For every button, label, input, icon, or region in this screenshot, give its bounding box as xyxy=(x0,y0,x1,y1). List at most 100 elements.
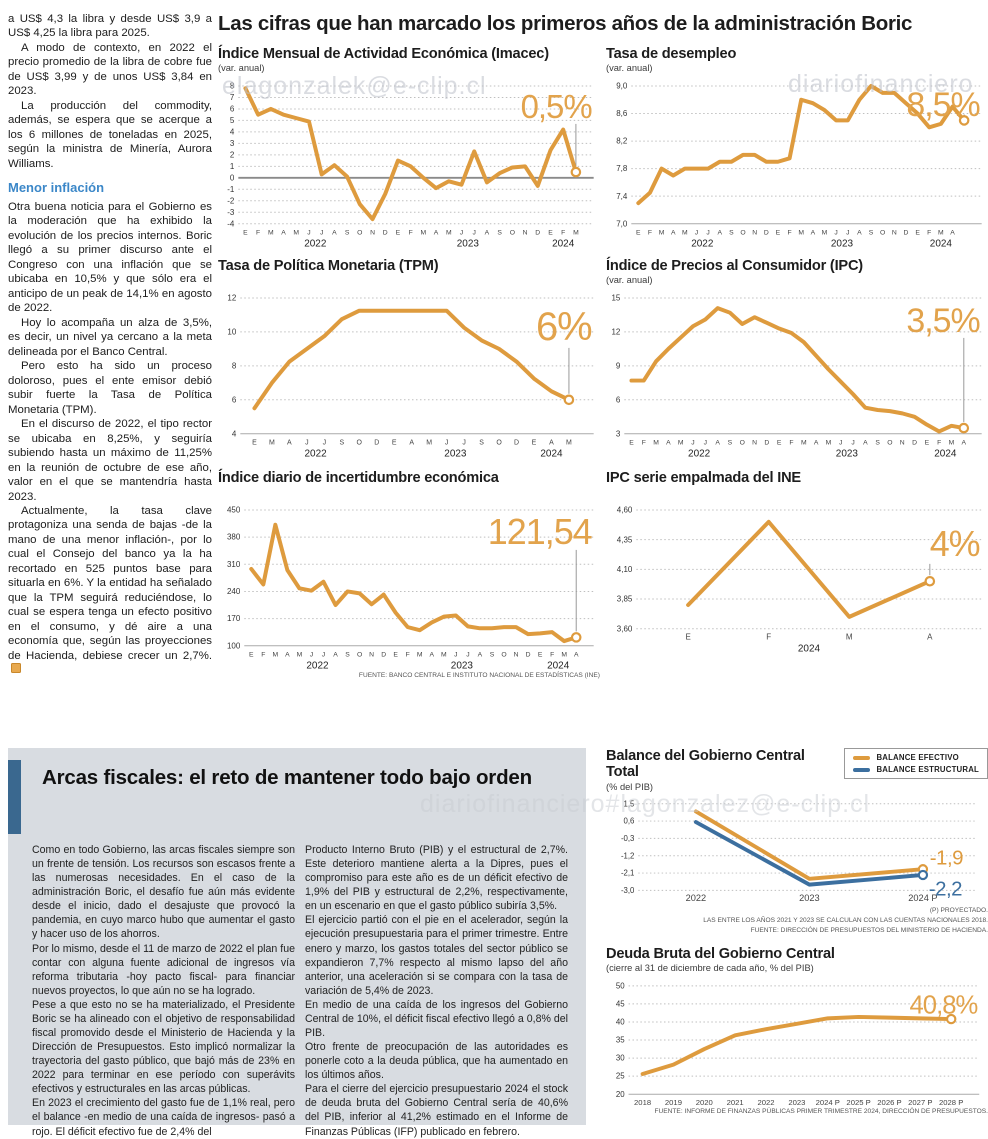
svg-text:M: M xyxy=(441,652,447,659)
fiscal-text-column-1: Como en todo Gobierno, las arcas fiscale… xyxy=(32,843,295,1139)
svg-text:A: A xyxy=(718,230,723,237)
svg-text:M: M xyxy=(938,230,944,237)
chart-title: Tasa de desempleo xyxy=(606,46,737,62)
svg-text:170: 170 xyxy=(227,615,241,624)
svg-text:J: J xyxy=(695,230,698,237)
chart-balance: BALANCE EFECTIVO BALANCE ESTRUCTURAL Bal… xyxy=(606,748,988,936)
svg-text:2018: 2018 xyxy=(634,1098,651,1107)
svg-text:2023: 2023 xyxy=(799,893,820,903)
svg-text:A: A xyxy=(671,230,676,237)
legend-label: BALANCE EFECTIVO xyxy=(876,753,959,762)
svg-text:2023: 2023 xyxy=(451,661,474,672)
chart-title: Índice diario de incertidumbre económica xyxy=(218,470,499,486)
svg-text:-2,2: -2,2 xyxy=(929,878,962,901)
svg-text:F: F xyxy=(409,230,413,237)
svg-text:D: D xyxy=(526,652,531,659)
svg-text:J: J xyxy=(305,440,308,447)
svg-text:J: J xyxy=(704,440,707,447)
svg-text:3,5%: 3,5% xyxy=(906,302,979,340)
svg-text:12: 12 xyxy=(611,328,620,337)
svg-text:-0,3: -0,3 xyxy=(621,834,634,843)
chart-title: Deuda Bruta del Gobierno Central xyxy=(606,946,835,962)
svg-text:S: S xyxy=(497,230,502,237)
svg-text:N: N xyxy=(752,230,757,237)
deuda-line-chart: 50 45 40 35 30 25 20 2018 2019 2020 2021 2022 2023 20… xyxy=(616,982,980,1107)
svg-text:J: J xyxy=(834,230,837,237)
tpm-line-chart: 12 10 8 6 4 E M A J J S O D E A M J J S O D E A M 2022 2023 2024 6% xyxy=(227,294,594,460)
svg-text:J: J xyxy=(691,440,694,447)
svg-text:A: A xyxy=(863,440,868,447)
svg-text:E: E xyxy=(548,230,553,237)
svg-text:1,5: 1,5 xyxy=(624,800,635,809)
svg-text:2024 P: 2024 P xyxy=(816,1098,840,1107)
chart-title: Índice de Precios al Consumidor (IPC) xyxy=(606,258,863,274)
svg-text:M: M xyxy=(417,652,423,659)
svg-text:4,35: 4,35 xyxy=(617,536,633,545)
chart-subtitle xyxy=(218,487,600,500)
svg-text:E: E xyxy=(243,230,248,237)
svg-text:2024: 2024 xyxy=(934,449,957,460)
chart-ipc-empalmada: IPC serie empalmada del INE 4,60 4,35 4,10… xyxy=(606,470,988,655)
svg-text:F: F xyxy=(561,230,565,237)
svg-text:M: M xyxy=(653,440,659,447)
svg-text:0,5%: 0,5% xyxy=(521,88,593,125)
svg-text:D: D xyxy=(535,230,540,237)
svg-text:J: J xyxy=(322,652,325,659)
svg-text:M: M xyxy=(561,652,567,659)
svg-text:S: S xyxy=(339,440,344,447)
svg-text:A: A xyxy=(281,230,286,237)
chart-subtitle xyxy=(218,275,600,288)
svg-text:6: 6 xyxy=(616,396,621,405)
svg-text:2: 2 xyxy=(230,151,235,160)
svg-text:N: N xyxy=(892,230,897,237)
svg-text:15: 15 xyxy=(611,294,620,303)
article-paragraph: Pero esto ha sido un proceso doloroso, p… xyxy=(8,360,212,416)
svg-text:M: M xyxy=(268,230,274,237)
efectivo-swatch-icon xyxy=(853,755,871,760)
svg-text:2021: 2021 xyxy=(727,1098,744,1107)
article-paragraph: La producción del commodity, además, se … xyxy=(8,99,212,170)
svg-text:-1,9: -1,9 xyxy=(930,847,963,870)
svg-text:7,0: 7,0 xyxy=(616,220,628,229)
svg-text:E: E xyxy=(252,440,257,447)
svg-text:M: M xyxy=(659,230,665,237)
svg-text:J: J xyxy=(460,230,463,237)
svg-text:40,8%: 40,8% xyxy=(910,992,978,1020)
svg-text:2024 P: 2024 P xyxy=(908,893,937,903)
svg-text:N: N xyxy=(369,652,374,659)
svg-text:8: 8 xyxy=(230,82,235,91)
fiscal-paragraph: Otro frente de preocupación de las autor… xyxy=(305,1041,568,1082)
svg-text:M: M xyxy=(822,230,828,237)
svg-text:E: E xyxy=(532,440,537,447)
svg-text:2028 P: 2028 P xyxy=(939,1098,963,1107)
svg-text:30: 30 xyxy=(616,1054,625,1063)
svg-text:2023: 2023 xyxy=(788,1098,805,1107)
fiscal-paragraph: En medio de una caída de los ingresos de… xyxy=(305,998,568,1040)
fiscal-paragraph: En 2023 el crecimiento del gasto fue de … xyxy=(32,1097,295,1138)
svg-text:380: 380 xyxy=(227,533,241,542)
end-of-article-icon xyxy=(11,663,21,674)
svg-text:J: J xyxy=(466,652,469,659)
svg-text:F: F xyxy=(648,230,652,237)
fiscal-paragraph: Por lo mismo, desde el 11 de marzo de 20… xyxy=(32,942,295,997)
svg-text:450: 450 xyxy=(227,506,241,515)
svg-text:M: M xyxy=(297,652,303,659)
legend-row: BALANCE EFECTIVO xyxy=(853,753,979,762)
svg-text:O: O xyxy=(357,230,362,237)
svg-text:S: S xyxy=(345,652,350,659)
svg-text:S: S xyxy=(875,440,880,447)
svg-text:8,2: 8,2 xyxy=(616,137,628,146)
svg-text:M: M xyxy=(826,440,832,447)
chart-subtitle xyxy=(606,487,988,500)
svg-text:O: O xyxy=(357,440,363,447)
svg-text:25: 25 xyxy=(616,1072,625,1081)
svg-text:-4: -4 xyxy=(227,220,235,229)
svg-text:E: E xyxy=(629,440,634,447)
svg-text:E: E xyxy=(249,652,254,659)
svg-text:O: O xyxy=(510,230,515,237)
ipc-empalmada-line-chart: 4,60 4,35 4,10 3,85 3,60 E F M A 2024 4% xyxy=(617,506,982,655)
svg-text:4,60: 4,60 xyxy=(617,506,633,515)
chart-ipc: Índice de Precios al Consumidor (IPC) (v… xyxy=(606,258,988,460)
svg-text:M: M xyxy=(273,652,279,659)
